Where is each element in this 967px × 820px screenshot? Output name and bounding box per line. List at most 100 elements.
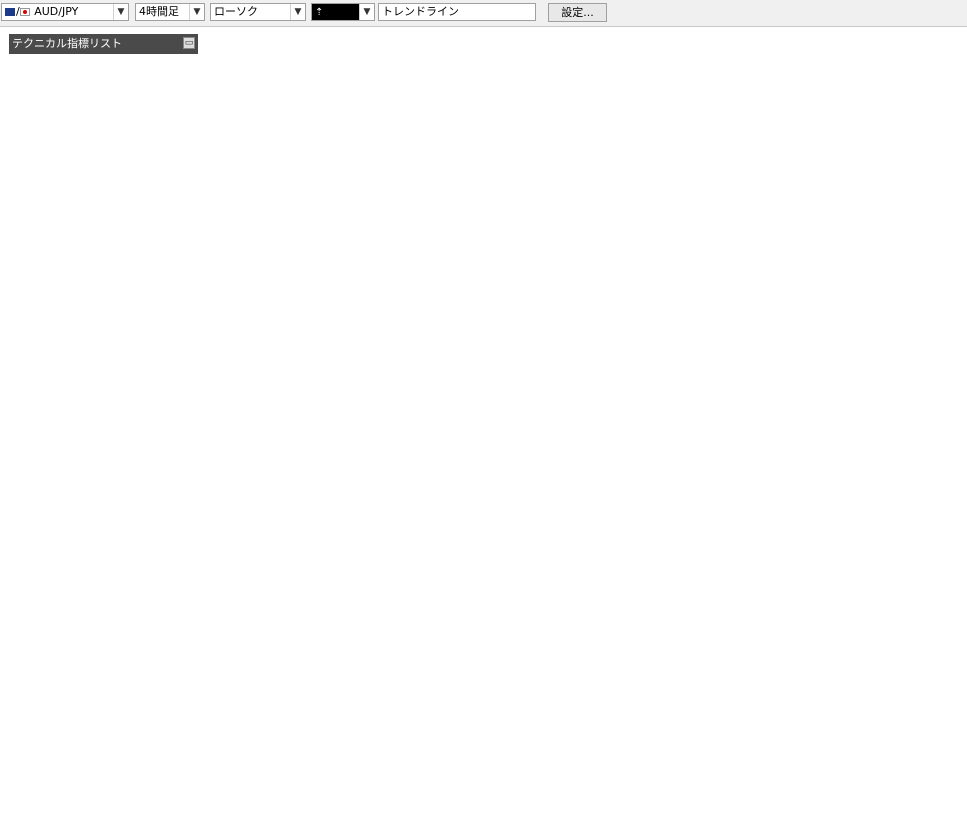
candle-body [557, 126, 563, 135]
x-tick-label: 4/29 [886, 804, 908, 815]
currency-pair-select[interactable]: / AUD/JPY ▼ [1, 3, 129, 21]
candle-body [380, 244, 386, 254]
candle-body [262, 345, 268, 365]
indicator-list-title: テクニカル指標リスト [12, 37, 122, 50]
price-annotation: 110.223 [27, 439, 68, 450]
oscillator-slow-line [4, 658, 906, 763]
price-annotation: 108.772 [0, 564, 35, 575]
candle-body [550, 123, 556, 127]
candle-body [328, 279, 334, 285]
chevron-down-icon[interactable]: ▼ [359, 4, 374, 20]
candle-body [276, 324, 282, 328]
candle-body [676, 139, 682, 153]
candle-body [728, 123, 734, 130]
x-tick-label: 4/24 [752, 804, 774, 815]
price-annotation: 110.338 [96, 428, 137, 439]
y-tick-label: 110.50 [921, 398, 956, 409]
x-tick-label: 4/9 [276, 804, 292, 815]
indicator-list-panel[interactable]: テクニカル指標リスト ▭ [9, 34, 198, 54]
candle-body [646, 158, 652, 165]
candle-body [92, 451, 98, 459]
chevron-down-icon[interactable]: ▼ [290, 4, 305, 20]
candle-body [180, 420, 186, 427]
candle-body [395, 231, 401, 242]
candle-body [779, 125, 785, 138]
candle-body [402, 215, 408, 229]
swing-number: 1 [200, 463, 206, 473]
candle-body [691, 146, 697, 154]
candle-body [639, 146, 645, 155]
candle-body [136, 427, 142, 446]
tool-select[interactable]: ⇡ ▼ [311, 3, 375, 21]
candle-body [106, 447, 112, 467]
price-annotation: 113.656 [741, 165, 782, 176]
candle-body [513, 154, 519, 158]
x-tick-label: 4/10 [320, 804, 342, 815]
toolbar: / AUD/JPY ▼ 4時間足 ▼ ローソク ▼ ⇡ ▼ トレンドライン 設定… [0, 0, 967, 27]
candle-body [461, 191, 467, 198]
candle-body [469, 176, 475, 195]
candle-body [373, 243, 379, 247]
candle-body [365, 242, 371, 252]
chevron-down-icon[interactable]: ▼ [113, 4, 128, 20]
price-annotation: 112.380 [227, 261, 268, 272]
settings-button[interactable]: 設定... [548, 3, 607, 22]
oscillator-panel [0, 654, 917, 765]
candle-body [801, 118, 807, 125]
candle-body [816, 119, 822, 133]
x-tick-label: 4/13 [374, 804, 396, 815]
candle-body [698, 126, 704, 140]
chart-style-label: ローソク [214, 5, 258, 18]
candle-body [883, 87, 889, 108]
swing-number: 2 [339, 488, 345, 498]
grid: 108.50 109.00 109.50 110.00 110.50 111.00 111.… [2, 30, 962, 815]
y-tick-label: 111.00 [921, 360, 956, 371]
bollinger-outer-upper [27, 42, 899, 400]
candle-body [528, 139, 534, 149]
chart-style-select[interactable]: ローソク ▼ [210, 3, 306, 21]
drawing-tool-field[interactable]: トレンドライン [378, 3, 536, 21]
candle-body [247, 383, 253, 397]
candle-body [358, 252, 364, 263]
price-annotation: 109.814 [139, 482, 180, 493]
osc-y-tick-label: 1.000 [921, 606, 950, 617]
candle-body [284, 306, 290, 315]
candle-body [158, 417, 164, 432]
candle-body [705, 147, 711, 151]
candle-body [55, 439, 61, 455]
price-annotation: 113.118 [569, 208, 610, 219]
x-tick-label: 4/22 [669, 804, 691, 815]
candle-body [580, 121, 586, 138]
candle-body [617, 150, 623, 154]
collapse-icon[interactable]: ▭ [183, 37, 195, 49]
price-annotation: 109.406 [59, 513, 100, 524]
candle-body [535, 124, 541, 136]
cursor-icon: ⇡ [315, 7, 324, 18]
bollinger-upper [27, 65, 899, 431]
candle-body [410, 218, 416, 233]
y-tick-label: 109.00 [921, 514, 956, 525]
price-annotation: 112.869 [329, 220, 370, 231]
x-tick-label: 4/27 [808, 804, 830, 815]
x-tick-label: 4/2 [59, 804, 75, 815]
x-tick-label: 4/16 [492, 804, 514, 815]
chevron-down-icon[interactable]: ▼ [189, 4, 204, 20]
candle-body [631, 149, 637, 165]
candle-body [114, 450, 120, 458]
candle-body [520, 134, 526, 144]
candle-body [624, 154, 630, 169]
candle-body [831, 120, 837, 130]
candle-body [32, 460, 38, 464]
x-tick-label: 4/7 [193, 804, 209, 815]
candle-body [794, 126, 800, 135]
candle-body [772, 134, 778, 139]
candle-body [69, 445, 75, 456]
candle-body [868, 117, 874, 122]
candle-body [121, 456, 127, 461]
candle-body [336, 262, 342, 278]
y-tick-label: 113.50 [921, 167, 956, 178]
candle-body [602, 144, 608, 155]
timeframe-select[interactable]: 4時間足 ▼ [135, 3, 205, 21]
price-annotation: 114.082 [844, 130, 885, 141]
